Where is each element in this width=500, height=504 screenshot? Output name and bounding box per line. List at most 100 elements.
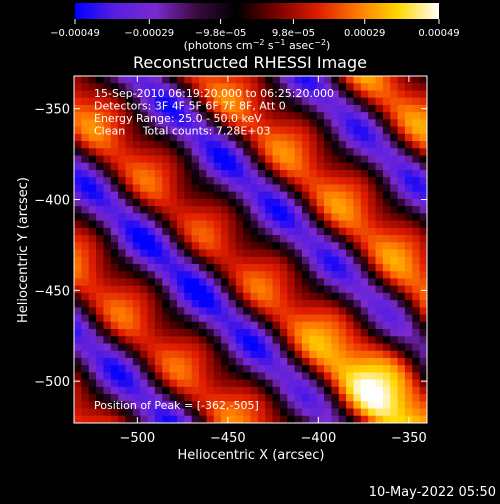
heatmap-cell: [346, 307, 355, 316]
heatmap-cell: [404, 104, 413, 113]
heatmap-cell: [368, 379, 377, 388]
heatmap-cell: [228, 119, 237, 128]
heatmap-cell: [272, 162, 281, 171]
heatmap-cell: [147, 104, 156, 113]
heatmap-cell: [125, 148, 134, 157]
heatmap-cell: [375, 126, 384, 135]
y-tick-label: −450: [34, 284, 70, 299]
heatmap-cell: [140, 235, 149, 243]
heatmap-cell: [110, 191, 119, 200]
heatmap-cell: [213, 184, 222, 193]
heatmap-cell: [199, 249, 207, 258]
heatmap-cell: [125, 235, 134, 243]
heatmap-cell: [382, 119, 391, 128]
heatmap-cell: [316, 162, 325, 171]
heatmap-cell: [301, 227, 310, 236]
heatmap-cell: [88, 141, 97, 149]
heatmap-cell: [360, 365, 369, 373]
heatmap-cell: [257, 104, 266, 113]
heatmap-cell: [375, 242, 384, 251]
heatmap-cell: [140, 83, 149, 92]
heatmap-cell: [309, 83, 318, 92]
colorbar-tick-label: −9.8e−05: [195, 28, 247, 39]
heatmap-cell: [140, 314, 149, 323]
heatmap-cell: [125, 83, 134, 92]
heatmap-cell: [176, 401, 185, 410]
heatmap-cell: [375, 206, 384, 214]
heatmap-cell: [338, 408, 347, 417]
heatmap-cell: [184, 300, 193, 308]
heatmap-cell: [412, 379, 421, 388]
heatmap-cell: [191, 336, 200, 345]
heatmap-cell: [265, 379, 274, 388]
heatmap-cell: [287, 415, 296, 423]
heatmap-cell: [154, 379, 163, 388]
heatmap-cell: [206, 271, 215, 280]
heatmap-cell: [118, 206, 127, 214]
heatmap-cell: [368, 242, 377, 251]
heatmap-cell: [287, 235, 296, 243]
heatmap-cell: [169, 83, 178, 92]
heatmap-cell: [191, 206, 200, 214]
heatmap-cell: [110, 300, 119, 308]
heatmap-cell: [103, 357, 112, 366]
heatmap-cell: [81, 350, 90, 359]
heatmap-cell: [287, 242, 296, 251]
heatmap-cell: [338, 314, 347, 323]
heatmap-cell: [118, 169, 127, 178]
heatmap-cell: [294, 307, 303, 316]
heatmap-cell: [74, 242, 82, 251]
heatmap-cell: [294, 249, 303, 258]
heatmap-cell: [368, 263, 377, 272]
heatmap-cell: [125, 126, 134, 135]
heatmap-cell: [162, 271, 171, 280]
heatmap-cell: [257, 408, 266, 417]
heatmap-cell: [81, 379, 90, 388]
heatmap-cell: [404, 350, 413, 359]
heatmap-cell: [419, 321, 427, 330]
heatmap-cell: [375, 198, 384, 207]
heatmap-cell: [118, 415, 127, 423]
heatmap-cell: [110, 394, 119, 402]
heatmap-cell: [125, 350, 134, 359]
heatmap-cell: [206, 242, 215, 251]
heatmap-cell: [301, 177, 310, 186]
heatmap-cell: [382, 408, 391, 417]
heatmap-cell: [147, 321, 156, 330]
heatmap-cell: [331, 336, 340, 345]
heatmap-cell: [404, 329, 413, 337]
heatmap-cell: [125, 76, 134, 84]
heatmap-cell: [412, 249, 421, 258]
heatmap-cell: [368, 235, 377, 243]
heatmap-cell: [228, 372, 237, 381]
heatmap-cell: [162, 321, 171, 330]
heatmap-cell: [147, 169, 156, 178]
heatmap-cell: [331, 292, 340, 301]
heatmap-cell: [184, 155, 193, 164]
heatmap-cell: [397, 394, 406, 402]
heatmap-cell: [191, 83, 200, 92]
heatmap-cell: [81, 372, 90, 381]
heatmap-cell: [287, 169, 296, 178]
heatmap-cell: [147, 227, 156, 236]
heatmap-cell: [125, 314, 134, 323]
heatmap-cell: [132, 191, 141, 200]
heatmap-cell: [272, 285, 281, 294]
heatmap-cell: [125, 206, 134, 214]
heatmap-cell: [213, 314, 222, 323]
heatmap-cell: [110, 148, 119, 157]
heatmap-cell: [250, 90, 259, 99]
heatmap-cell: [390, 141, 399, 149]
heatmap-cell: [154, 415, 163, 423]
heatmap-cell: [221, 76, 230, 84]
heatmap-cell: [103, 155, 112, 164]
heatmap-cell: [221, 408, 230, 417]
heatmap-cell: [184, 307, 193, 316]
heatmap-cell: [353, 365, 362, 373]
heatmap-cell: [316, 350, 325, 359]
heatmap-cell: [162, 133, 171, 142]
heatmap-cell: [176, 220, 185, 229]
heatmap-cell: [287, 263, 296, 272]
heatmap-cell: [279, 263, 288, 272]
heatmap-cell: [272, 198, 281, 207]
